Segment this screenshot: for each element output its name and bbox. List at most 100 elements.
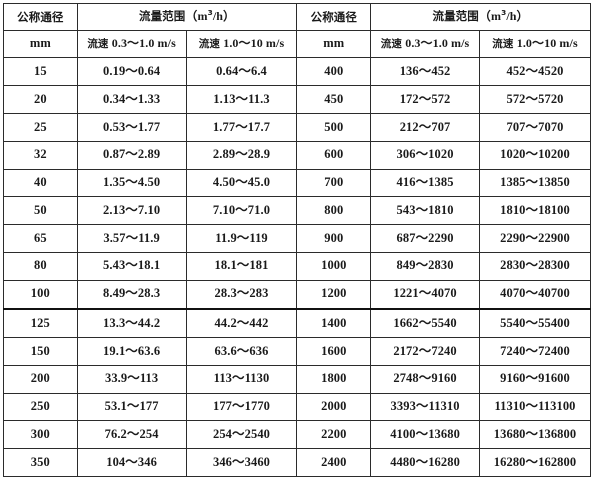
header-velocity-high-right: 流速 1.0～10 m/s: [479, 29, 591, 59]
cell-high-right: 5540～55400: [479, 307, 591, 338]
cell-low-right: 1662～5540: [370, 307, 480, 338]
cell-dn-right: 2400: [296, 448, 372, 477]
header-row-subunits: mm 流速 0.3～1.0 m/s 流速 1.0～10 m/s mm 流速 0.…: [3, 29, 591, 59]
cell-high-right: 1385～13850: [479, 168, 591, 198]
cell-dn-right: 2200: [296, 420, 372, 450]
cell-high-right: 1810～18100: [479, 196, 591, 226]
header-flow-range-right-unit-close: /h）: [506, 9, 529, 24]
flow-range-table: 公称通径 流量范围（m3/h） 公称通径 流量范围（m3/h） mm 流速 0.…: [3, 3, 591, 477]
header-row-group: 公称通径 流量范围（m3/h） 公称通径 流量范围（m3/h）: [3, 3, 591, 31]
cell-high-left: 346～3460: [185, 448, 298, 477]
cell-high-left: 1.13～11.3: [185, 85, 298, 114]
header-velocity-high-right-label: 流速: [492, 38, 514, 51]
cell-high-left: 7.10～71.0: [185, 196, 298, 226]
cell-low-right: 4100～13680: [370, 420, 480, 450]
header-flow-range-left-unit-close: /h）: [212, 9, 236, 24]
cell-low-right: 2748～9160: [370, 364, 480, 394]
cell-high-left: 44.2～442: [185, 307, 298, 338]
table-row: 32 0.87～2.89 2.89～28.9 600 306～1020 1020…: [3, 140, 591, 170]
cell-dn-right: 800: [296, 196, 372, 226]
cell-high-right: 4070～40700: [479, 279, 591, 310]
cell-high-right: 7240～72400: [479, 337, 591, 366]
header-flow-range-left-unit-sup: 3: [207, 8, 213, 18]
cell-low-right: 172～572: [370, 85, 480, 114]
table-row: 25 0.53～1.77 1.77～17.7 500 212～707 707～7…: [3, 113, 591, 142]
cell-dn-right: 1800: [296, 364, 372, 394]
header-velocity-low-right: 流速 0.3～1.0 m/s: [370, 29, 480, 59]
cell-low-left: 33.9～113: [76, 364, 187, 394]
cell-low-right: 136～452: [370, 57, 480, 87]
cell-low-left: 8.49～28.3: [76, 279, 187, 310]
cell-high-left: 2.89～28.9: [185, 140, 298, 170]
cell-high-left: 28.3～283: [185, 279, 298, 310]
header-flow-range-left-unit-open: （m: [185, 9, 208, 24]
header-velocity-low-left-value: 0.3～1.0 m/s: [111, 36, 176, 51]
cell-low-left: 19.1～63.6: [76, 337, 187, 366]
table-row: 65 3.57～11.9 11.9～119 900 687～2290 2290～…: [3, 224, 591, 253]
cell-dn-right: 450: [296, 85, 372, 114]
table-row: 20 0.34～1.33 1.13～11.3 450 172～572 572～5…: [3, 85, 591, 114]
cell-low-left: 0.53～1.77: [76, 113, 187, 142]
cell-low-right: 2172～7240: [370, 337, 480, 366]
table-body: 公称通径 流量范围（m3/h） 公称通径 流量范围（m3/h） mm 流速 0.…: [3, 3, 591, 477]
table-row: 250 53.1～177 177～1770 2000 3393～11310 11…: [3, 392, 591, 422]
cell-dn-left: 350: [3, 448, 78, 477]
cell-low-right: 212～707: [370, 113, 480, 142]
cell-low-left: 0.19～0.64: [76, 57, 187, 87]
cell-dn-right: 1600: [296, 337, 372, 366]
cell-low-right: 4480～16280: [370, 448, 480, 477]
header-nominal-diameter-right: 公称通径: [296, 3, 372, 31]
cell-dn-left: 150: [3, 337, 78, 366]
cell-dn-left: 125: [3, 307, 78, 338]
table-row: 300 76.2～254 254～2540 2200 4100～13680 13…: [3, 420, 591, 450]
cell-high-right: 452～4520: [479, 57, 591, 87]
header-unit-mm-right: mm: [296, 29, 372, 59]
cell-dn-right: 1200: [296, 279, 372, 310]
header-flow-range-right: 流量范围（m3/h）: [370, 3, 591, 31]
cell-high-left: 177～1770: [185, 392, 298, 422]
cell-high-left: 254～2540: [185, 420, 298, 450]
header-nominal-diameter-left: 公称通径: [3, 3, 78, 31]
cell-high-right: 16280～162800: [479, 448, 591, 477]
cell-high-left: 63.6～636: [185, 337, 298, 366]
cell-low-right: 1221～4070: [370, 279, 480, 310]
cell-low-right: 687～2290: [370, 224, 480, 253]
table-row: 125 13.3～44.2 44.2～442 1400 1662～5540 55…: [3, 307, 591, 338]
cell-low-left: 104～346: [76, 448, 187, 477]
cell-low-left: 0.87～2.89: [76, 140, 187, 170]
header-unit-mm-left: mm: [3, 29, 78, 59]
cell-low-left: 76.2～254: [76, 420, 187, 450]
cell-low-left: 53.1～177: [76, 392, 187, 422]
cell-low-right: 3393～11310: [370, 392, 480, 422]
cell-low-right: 306～1020: [370, 140, 480, 170]
cell-low-right: 543～1810: [370, 196, 480, 226]
cell-high-left: 113～1130: [185, 364, 298, 394]
header-velocity-high-left-label: 流速: [198, 38, 220, 51]
cell-high-left: 4.50～45.0: [185, 168, 298, 198]
header-velocity-low-left-label: 流速: [87, 38, 109, 51]
cell-high-right: 2290～22900: [479, 224, 591, 253]
header-flow-range-right-label: 流量范围: [432, 9, 479, 24]
cell-dn-right: 900: [296, 224, 372, 253]
header-velocity-high-left-value: 1.0～10 m/s: [223, 36, 285, 51]
table-row: 350 104～346 346～3460 2400 4480～16280 162…: [3, 448, 591, 477]
header-velocity-low-right-value: 0.3～1.0 m/s: [405, 36, 470, 51]
table-row: 15 0.19～0.64 0.64～6.4 400 136～452 452～45…: [3, 57, 591, 87]
cell-dn-left: 200: [3, 364, 78, 394]
cell-high-right: 11310～113100: [479, 392, 591, 422]
cell-low-right: 849～2830: [370, 251, 480, 281]
table-row: 50 2.13～7.10 7.10～71.0 800 543～1810 1810…: [3, 196, 591, 226]
cell-dn-right: 1400: [296, 307, 372, 338]
cell-low-left: 2.13～7.10: [76, 196, 187, 226]
cell-high-right: 707～7070: [479, 113, 591, 142]
cell-high-left: 1.77～17.7: [185, 113, 298, 142]
cell-low-left: 5.43～18.1: [76, 251, 187, 281]
cell-dn-right: 400: [296, 57, 372, 87]
cell-high-left: 0.64～6.4: [185, 57, 298, 87]
table-row: 80 5.43～18.1 18.1～181 1000 849～2830 2830…: [3, 251, 591, 281]
cell-dn-left: 65: [3, 224, 78, 253]
header-velocity-high-left: 流速 1.0～10 m/s: [185, 29, 298, 59]
cell-dn-left: 80: [3, 251, 78, 281]
header-flow-range-right-unit-sup: 3: [501, 8, 507, 18]
